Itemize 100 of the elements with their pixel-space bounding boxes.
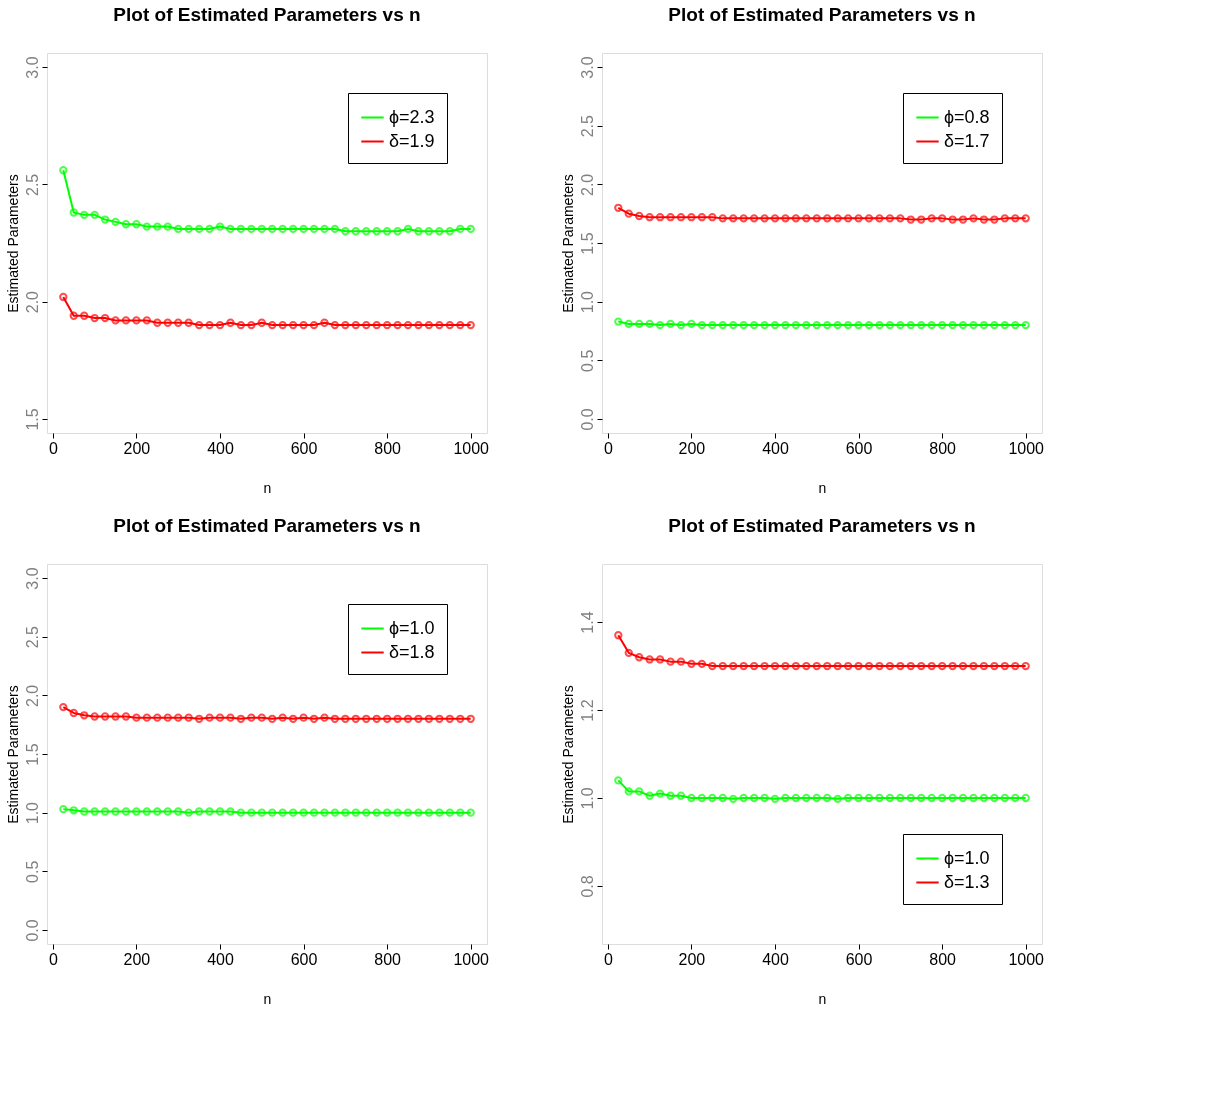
- point: [645, 655, 654, 664]
- point: [729, 320, 738, 330]
- chart-title: Plot of Estimated Parameters vs n: [668, 4, 976, 25]
- point: [958, 793, 968, 803]
- point: [163, 222, 172, 231]
- point: [435, 320, 444, 330]
- point: [163, 807, 172, 816]
- point: [791, 793, 801, 803]
- point: [414, 808, 423, 817]
- point: [111, 807, 120, 816]
- point: [111, 217, 120, 227]
- point: [885, 214, 895, 223]
- point: [896, 661, 905, 671]
- point: [917, 320, 926, 330]
- point: [958, 320, 968, 330]
- point: [697, 213, 707, 222]
- point: [708, 793, 717, 803]
- point: [770, 320, 780, 330]
- point: [382, 320, 392, 330]
- point: [247, 224, 256, 234]
- point: [729, 794, 738, 804]
- y-tick-label: 1.0: [578, 787, 596, 810]
- point: [823, 214, 832, 223]
- y-tick-label: 1.5: [578, 232, 596, 255]
- point: [635, 211, 644, 221]
- point: [802, 661, 811, 671]
- point: [749, 661, 759, 671]
- chart-title: Plot of Estimated Parameters vs n: [113, 4, 421, 25]
- point: [257, 318, 266, 327]
- point: [320, 318, 329, 327]
- point: [635, 787, 644, 796]
- point: [697, 793, 707, 803]
- point: [424, 227, 434, 236]
- point: [749, 320, 759, 330]
- point: [226, 807, 235, 816]
- y-tick-label: 1.5: [23, 408, 41, 431]
- point: [864, 320, 874, 330]
- point: [299, 224, 308, 234]
- point: [351, 808, 360, 817]
- x-tick-label: 200: [123, 439, 151, 457]
- point: [205, 807, 214, 816]
- point: [990, 215, 999, 224]
- point: [456, 808, 465, 817]
- point: [917, 215, 926, 224]
- point: [456, 714, 465, 723]
- point: [456, 224, 465, 234]
- point: [414, 320, 423, 330]
- legend-label: ϕ=2.3: [389, 106, 435, 127]
- point: [90, 313, 99, 323]
- point: [435, 808, 444, 817]
- point: [781, 793, 790, 803]
- x-tick-label: 0: [48, 950, 58, 968]
- point: [812, 661, 821, 671]
- point: [330, 714, 340, 723]
- x-tick-label: 1000: [1008, 439, 1045, 457]
- point: [90, 210, 99, 220]
- y-axis-title: Estimated Parameters: [559, 685, 576, 824]
- point: [843, 661, 853, 671]
- point: [362, 320, 371, 330]
- point: [708, 320, 717, 330]
- point: [288, 224, 298, 234]
- x-axis-title: n: [818, 479, 827, 496]
- point: [864, 661, 874, 671]
- point: [215, 222, 225, 231]
- point: [624, 787, 633, 796]
- point: [875, 214, 884, 223]
- y-tick-label: 0.0: [23, 919, 41, 942]
- point: [937, 661, 947, 671]
- point: [309, 224, 319, 234]
- point: [174, 318, 183, 327]
- point: [257, 224, 266, 234]
- point: [100, 215, 110, 224]
- point: [885, 320, 895, 330]
- point: [969, 793, 978, 803]
- point: [833, 794, 842, 804]
- point: [330, 224, 340, 234]
- point: [802, 793, 811, 803]
- point: [854, 661, 863, 671]
- y-tick-label: 1.2: [578, 699, 596, 722]
- point: [760, 661, 769, 671]
- x-tick-label: 200: [678, 439, 706, 457]
- point: [645, 213, 654, 222]
- x-tick-label: 0: [603, 950, 613, 968]
- legend-label: δ=1.9: [389, 130, 435, 151]
- point: [226, 224, 235, 234]
- point: [205, 713, 214, 722]
- point: [80, 311, 89, 320]
- point: [896, 320, 905, 330]
- point: [885, 661, 895, 671]
- point: [236, 714, 246, 723]
- x-tick-label: 1000: [1008, 950, 1045, 968]
- point: [403, 808, 413, 817]
- point: [257, 713, 266, 722]
- point: [320, 224, 329, 234]
- point: [268, 224, 277, 234]
- y-tick-label: 2.5: [23, 626, 41, 649]
- point: [393, 808, 402, 817]
- point: [268, 714, 277, 723]
- point: [194, 320, 204, 330]
- legend-label: δ=1.3: [944, 871, 990, 892]
